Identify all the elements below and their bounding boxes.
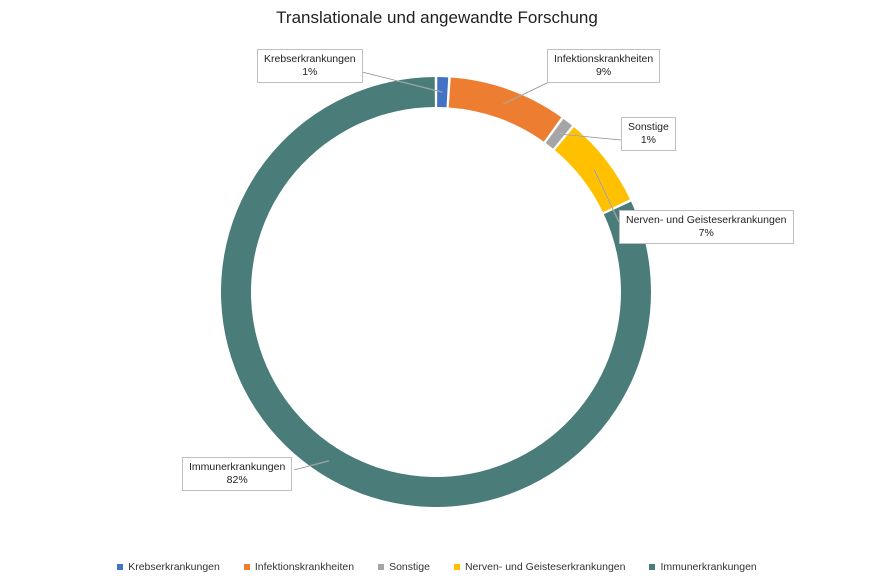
donut-slice-krebserkrankungen [437, 77, 449, 108]
data-label-immunerkrankungen: Immunerkrankungen 82% [182, 457, 293, 491]
data-label-value: 9% [596, 66, 612, 78]
leader-line-stroke [293, 460, 329, 471]
legend-swatch [378, 564, 385, 570]
legend-item-krebserkrankungen: Krebserkrankungen [117, 561, 220, 573]
legend-swatch [453, 564, 460, 570]
data-label-value: 82% [226, 474, 248, 486]
leader-line-stroke [503, 79, 554, 105]
leader-lines [293, 71, 622, 471]
legend-label: Krebserkrankungen [128, 561, 220, 573]
donut-slice-infektionskrankheiten [448, 77, 562, 142]
data-label-name: Immunerkrankungen [189, 461, 286, 473]
data-label-name: Sonstige [628, 121, 669, 133]
chart-title: Translationale und angewandte Forschung [276, 8, 598, 27]
leader-line-stroke [558, 133, 622, 141]
legend-label: Infektionskrankheiten [254, 561, 355, 573]
data-label-value: 7% [698, 227, 714, 239]
legend-swatch [117, 564, 124, 570]
slices-layer [221, 77, 651, 507]
donut-slice-nerven-und-geisteserkrankungen [554, 127, 630, 213]
legend-swatch [649, 564, 656, 570]
legend-item-immunerkrankungen: Immunerkrankungen [649, 561, 757, 573]
legend-item-infektionskrankheiten: Infektionskrankheiten [243, 561, 355, 573]
legend-swatch [243, 564, 250, 570]
data-label-krebserkrankungen: Krebserkrankungen 1% [257, 49, 363, 83]
data-label-name: Krebserkrankungen [264, 53, 356, 65]
data-label-infektionskrankheiten: Infektionskrankheiten 9% [547, 49, 661, 83]
legend-label: Sonstige [389, 561, 430, 573]
data-label-sonstige: Sonstige 1% [621, 117, 676, 151]
legend-item-nerven-und-geisteserkrankungen: Nerven- und Geisteserkrankungen [453, 561, 626, 573]
data-label-nerven-und-geisteserkrankungen: Nerven- und Geisteserkrankungen 7% [619, 210, 794, 244]
leader-line-stroke [361, 71, 443, 93]
data-label-name: Nerven- und Geisteserkrankungen [626, 214, 787, 226]
legend-item-sonstige: Sonstige [378, 561, 430, 573]
legend-label: Immunerkrankungen [660, 561, 757, 573]
legend-label: Nerven- und Geisteserkrankungen [464, 561, 626, 573]
data-label-value: 1% [302, 66, 318, 78]
leader-line-stroke [593, 169, 620, 223]
legend: Krebserkrankungen Infektionskrankheiten … [0, 561, 874, 573]
data-label-name: Infektionskrankheiten [554, 53, 654, 65]
data-label-value: 1% [640, 134, 657, 146]
